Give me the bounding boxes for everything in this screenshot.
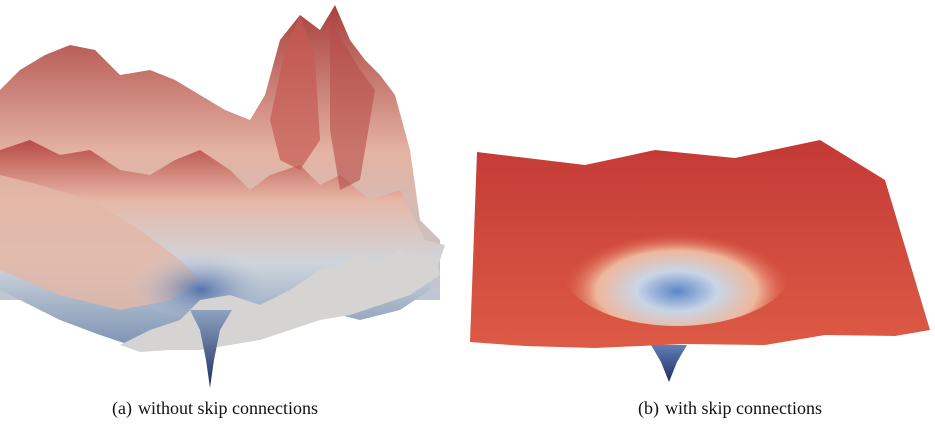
smooth-surface-image [470, 140, 930, 382]
chaotic-surface-image [0, 5, 445, 388]
caption-a: (a) without skip connections [40, 398, 390, 419]
loss-surface-without-skip [0, 5, 445, 388]
bowl-basin [562, 210, 792, 326]
caption-a-text: without skip connections [138, 398, 318, 418]
loss-surface-with-skip [465, 0, 935, 429]
minimum-tip [651, 345, 687, 382]
caption-b-text: with skip connections [665, 398, 822, 418]
caption-b-tag: (b) [638, 398, 659, 418]
caption-a-tag: (a) [112, 398, 132, 418]
minimum-funnel [190, 310, 232, 388]
caption-b: (b) with skip connections [555, 398, 905, 419]
